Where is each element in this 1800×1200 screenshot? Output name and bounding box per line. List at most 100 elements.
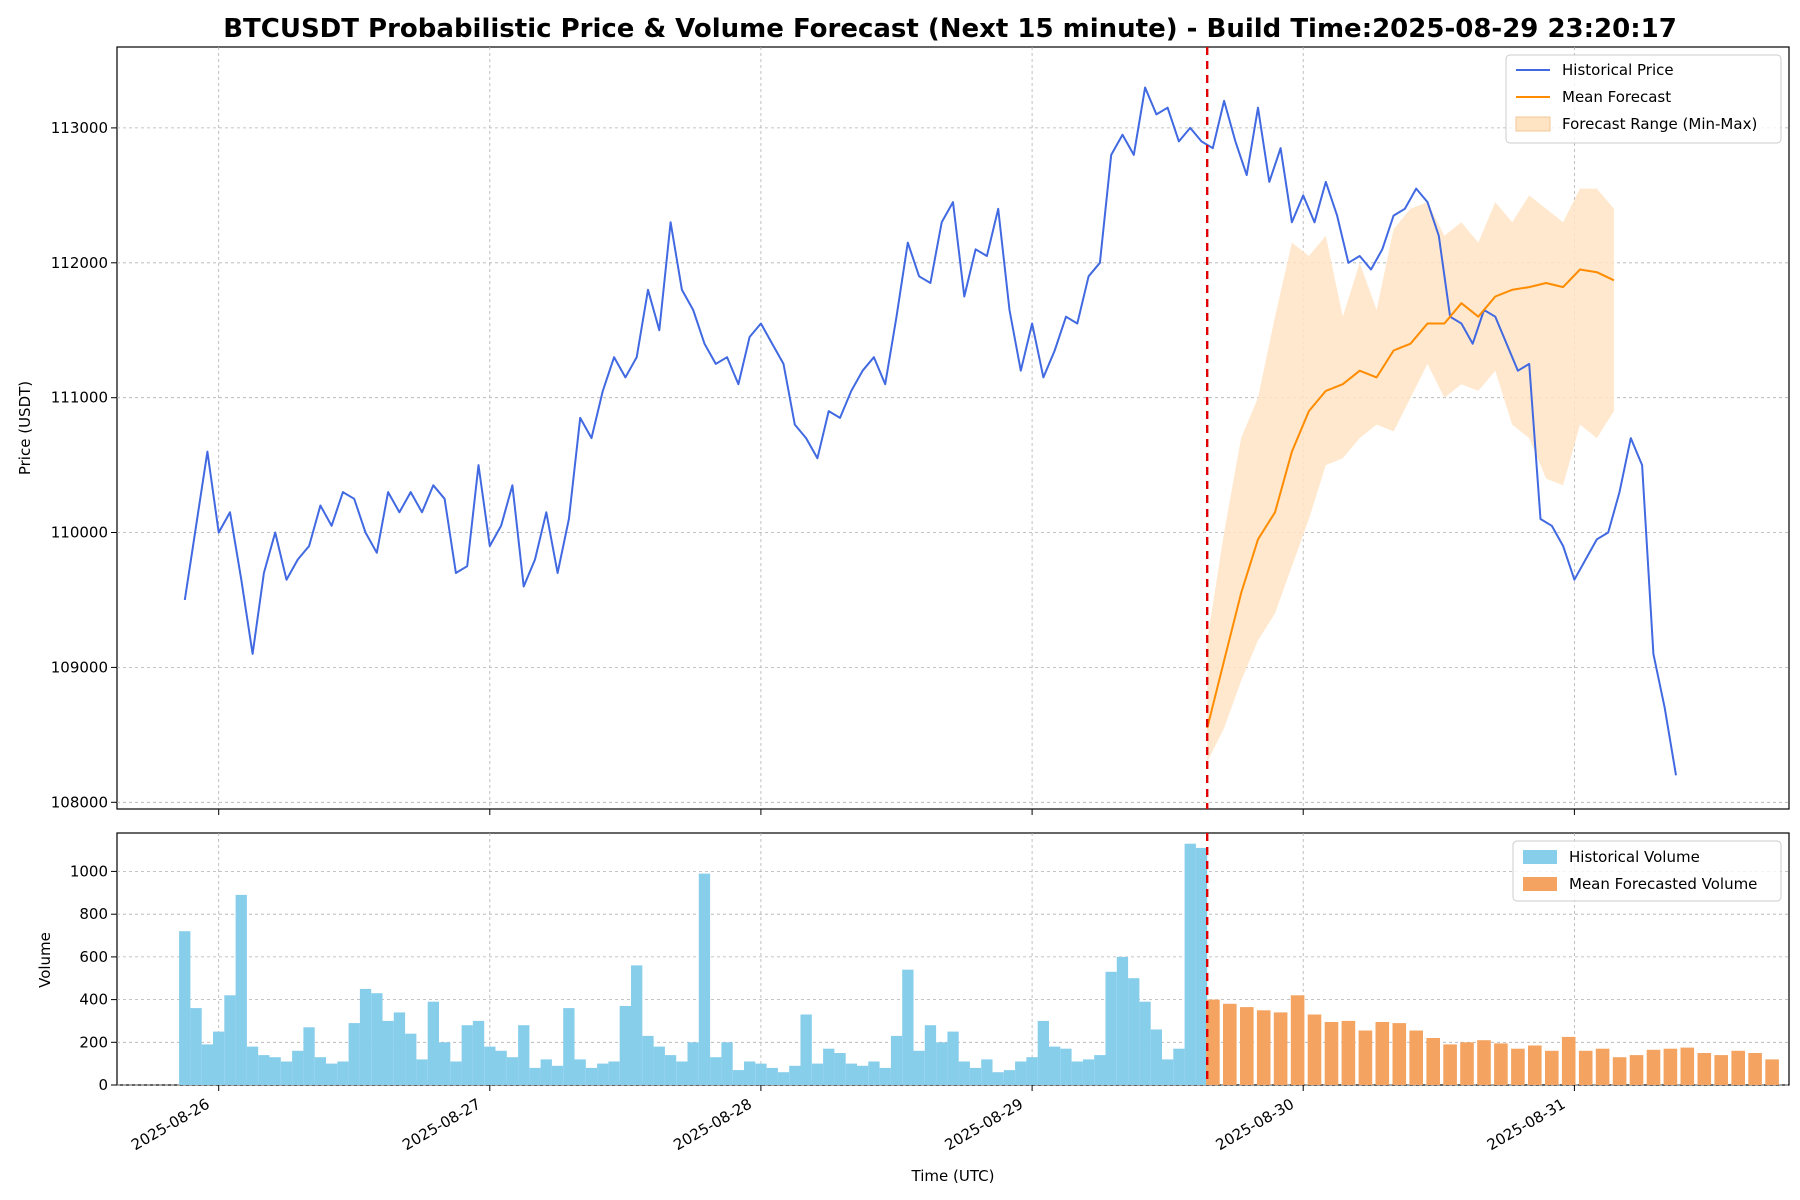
historical-volume-bar [834, 1053, 846, 1085]
volume-y-tick-label: 600 [79, 948, 108, 966]
price-legend: Historical Price Mean Forecast Forecast Ra… [1505, 54, 1782, 144]
price-x-ticks [218, 809, 1575, 815]
historical-volume-bar [676, 1061, 688, 1085]
legend-historical-volume-label: Historical Volume [1569, 848, 1700, 866]
forecast-volume-bar [1375, 1022, 1390, 1085]
historical-volume-bar [213, 1031, 225, 1085]
historical-volume-bar [981, 1059, 993, 1085]
price-y-tick-label: 111000 [51, 389, 108, 407]
forecast-volume-bar [1341, 1020, 1356, 1085]
volume-y-tick-label: 0 [98, 1076, 108, 1094]
forecast-volume-bar [1578, 1050, 1593, 1085]
historical-volume-bar [359, 988, 372, 1085]
forecast-volume-bar [1290, 995, 1305, 1085]
historical-volume-bar [585, 1067, 598, 1085]
historical-volume-bar [1173, 1048, 1185, 1085]
historical-volume-bar [845, 1063, 857, 1085]
historical-volume-bar [280, 1061, 293, 1085]
historical-volume-bar [947, 1031, 959, 1085]
legend-forecast-volume-swatch [1523, 877, 1557, 891]
historical-volume-bar [1071, 1061, 1083, 1085]
historical-volume-bar [382, 1020, 394, 1085]
historical-price-line [183, 86, 1677, 776]
historical-volume-bar [405, 1033, 417, 1085]
historical-volume-bar [1139, 1001, 1151, 1085]
historical-volume-bar [348, 1023, 360, 1085]
forecast-volume-bar [1680, 1047, 1695, 1085]
price-y-tick-label: 109000 [51, 658, 108, 676]
historical-volume-bar [710, 1057, 722, 1085]
forecast-volume-bar [1663, 1048, 1678, 1085]
volume-y-axis: 0 200 400 600 800 1000 [70, 862, 117, 1094]
historical-volume-bar [1150, 1029, 1162, 1085]
forecast-volume-bar [1494, 1043, 1508, 1085]
historical-volume-bar [1037, 1020, 1049, 1085]
figure-title: BTCUSDT Probabilistic Price & Volume For… [223, 14, 1677, 44]
forecast-volume-bar [1443, 1044, 1457, 1085]
historical-volume-bar [732, 1070, 744, 1085]
historical-volume-bar [371, 993, 383, 1085]
historical-volume-bar [1082, 1059, 1095, 1085]
historical-volume-bar [461, 1025, 473, 1085]
historical-volume-bar [337, 1061, 349, 1085]
historical-volume-bar [563, 1008, 575, 1085]
historical-volume-bar [1003, 1070, 1016, 1085]
volume-y-tick-label: 400 [79, 991, 108, 1009]
forecast-volume-bar [1206, 999, 1220, 1085]
forecast-range-area [1207, 188, 1614, 762]
legend-forecast-range-label: Forecast Range (Min-Max) [1562, 115, 1757, 133]
historical-volume-bar [1184, 843, 1196, 1085]
historical-volume-bar [936, 1042, 948, 1085]
price-y-tick-label: 113000 [51, 119, 108, 137]
forecast-volume-bar [1612, 1057, 1627, 1085]
historical-volume-bar [597, 1063, 609, 1085]
historical-volume-bar [258, 1055, 270, 1085]
forecast-volume-bar [1426, 1038, 1440, 1085]
forecast-volume-bar [1460, 1042, 1474, 1085]
historical-volume-bar [698, 873, 711, 1085]
forecast-volume-bar [1392, 1023, 1407, 1085]
price-series [183, 86, 1677, 776]
forecast-volume-bar [1528, 1045, 1542, 1085]
volume-legend-box [1512, 840, 1782, 902]
historical-volume-bar [902, 969, 914, 1085]
historical-volume-bar [608, 1061, 620, 1085]
price-legend-box [1505, 54, 1782, 144]
forecast-volume-bar [1409, 1030, 1423, 1085]
historical-volume-bar [269, 1057, 281, 1085]
forecast-volume-bar [1561, 1036, 1576, 1085]
historical-volume-bar [800, 1014, 812, 1085]
volume-y-tick-label: 800 [79, 905, 108, 923]
historical-volume-bar [766, 1067, 778, 1085]
historical-volume-bar [619, 1006, 631, 1085]
historical-volume-bar [857, 1065, 869, 1085]
historical-volume-bar [913, 1050, 925, 1085]
historical-volume-bar [529, 1067, 541, 1085]
volume-bars [179, 843, 1779, 1085]
price-y-axis-label: Price (USDT) [16, 381, 34, 475]
legend-historical-volume-swatch [1523, 850, 1557, 864]
historical-volume-bar [1116, 956, 1129, 1085]
historical-volume-bar [664, 1055, 677, 1085]
historical-volume-bar [958, 1061, 970, 1085]
historical-volume-bar [303, 1027, 315, 1085]
forecast-volume-bar [1477, 1040, 1491, 1085]
historical-volume-bar [1049, 1046, 1061, 1085]
historical-volume-bar [472, 1020, 485, 1085]
volume-y-axis-label: Volume [36, 932, 54, 988]
price-y-tick-label: 110000 [51, 524, 108, 542]
historical-volume-bar [518, 1025, 530, 1085]
forecast-volume-bar [1358, 1030, 1373, 1085]
forecast-volume-bar [1697, 1053, 1712, 1085]
legend-historical-price-label: Historical Price [1562, 61, 1674, 79]
historical-volume-bar [744, 1061, 756, 1085]
forecast-range-band [1207, 188, 1614, 762]
historical-volume-bar [224, 995, 236, 1085]
forecast-volume-bar [1511, 1048, 1525, 1085]
volume-legend: Historical Volume Mean Forecasted Volume [1512, 840, 1782, 902]
historical-volume-bar [1105, 971, 1117, 1085]
historical-volume-bar [1026, 1057, 1038, 1085]
historical-volume-bar [450, 1061, 462, 1085]
forecast-volume-bar [1595, 1048, 1610, 1085]
